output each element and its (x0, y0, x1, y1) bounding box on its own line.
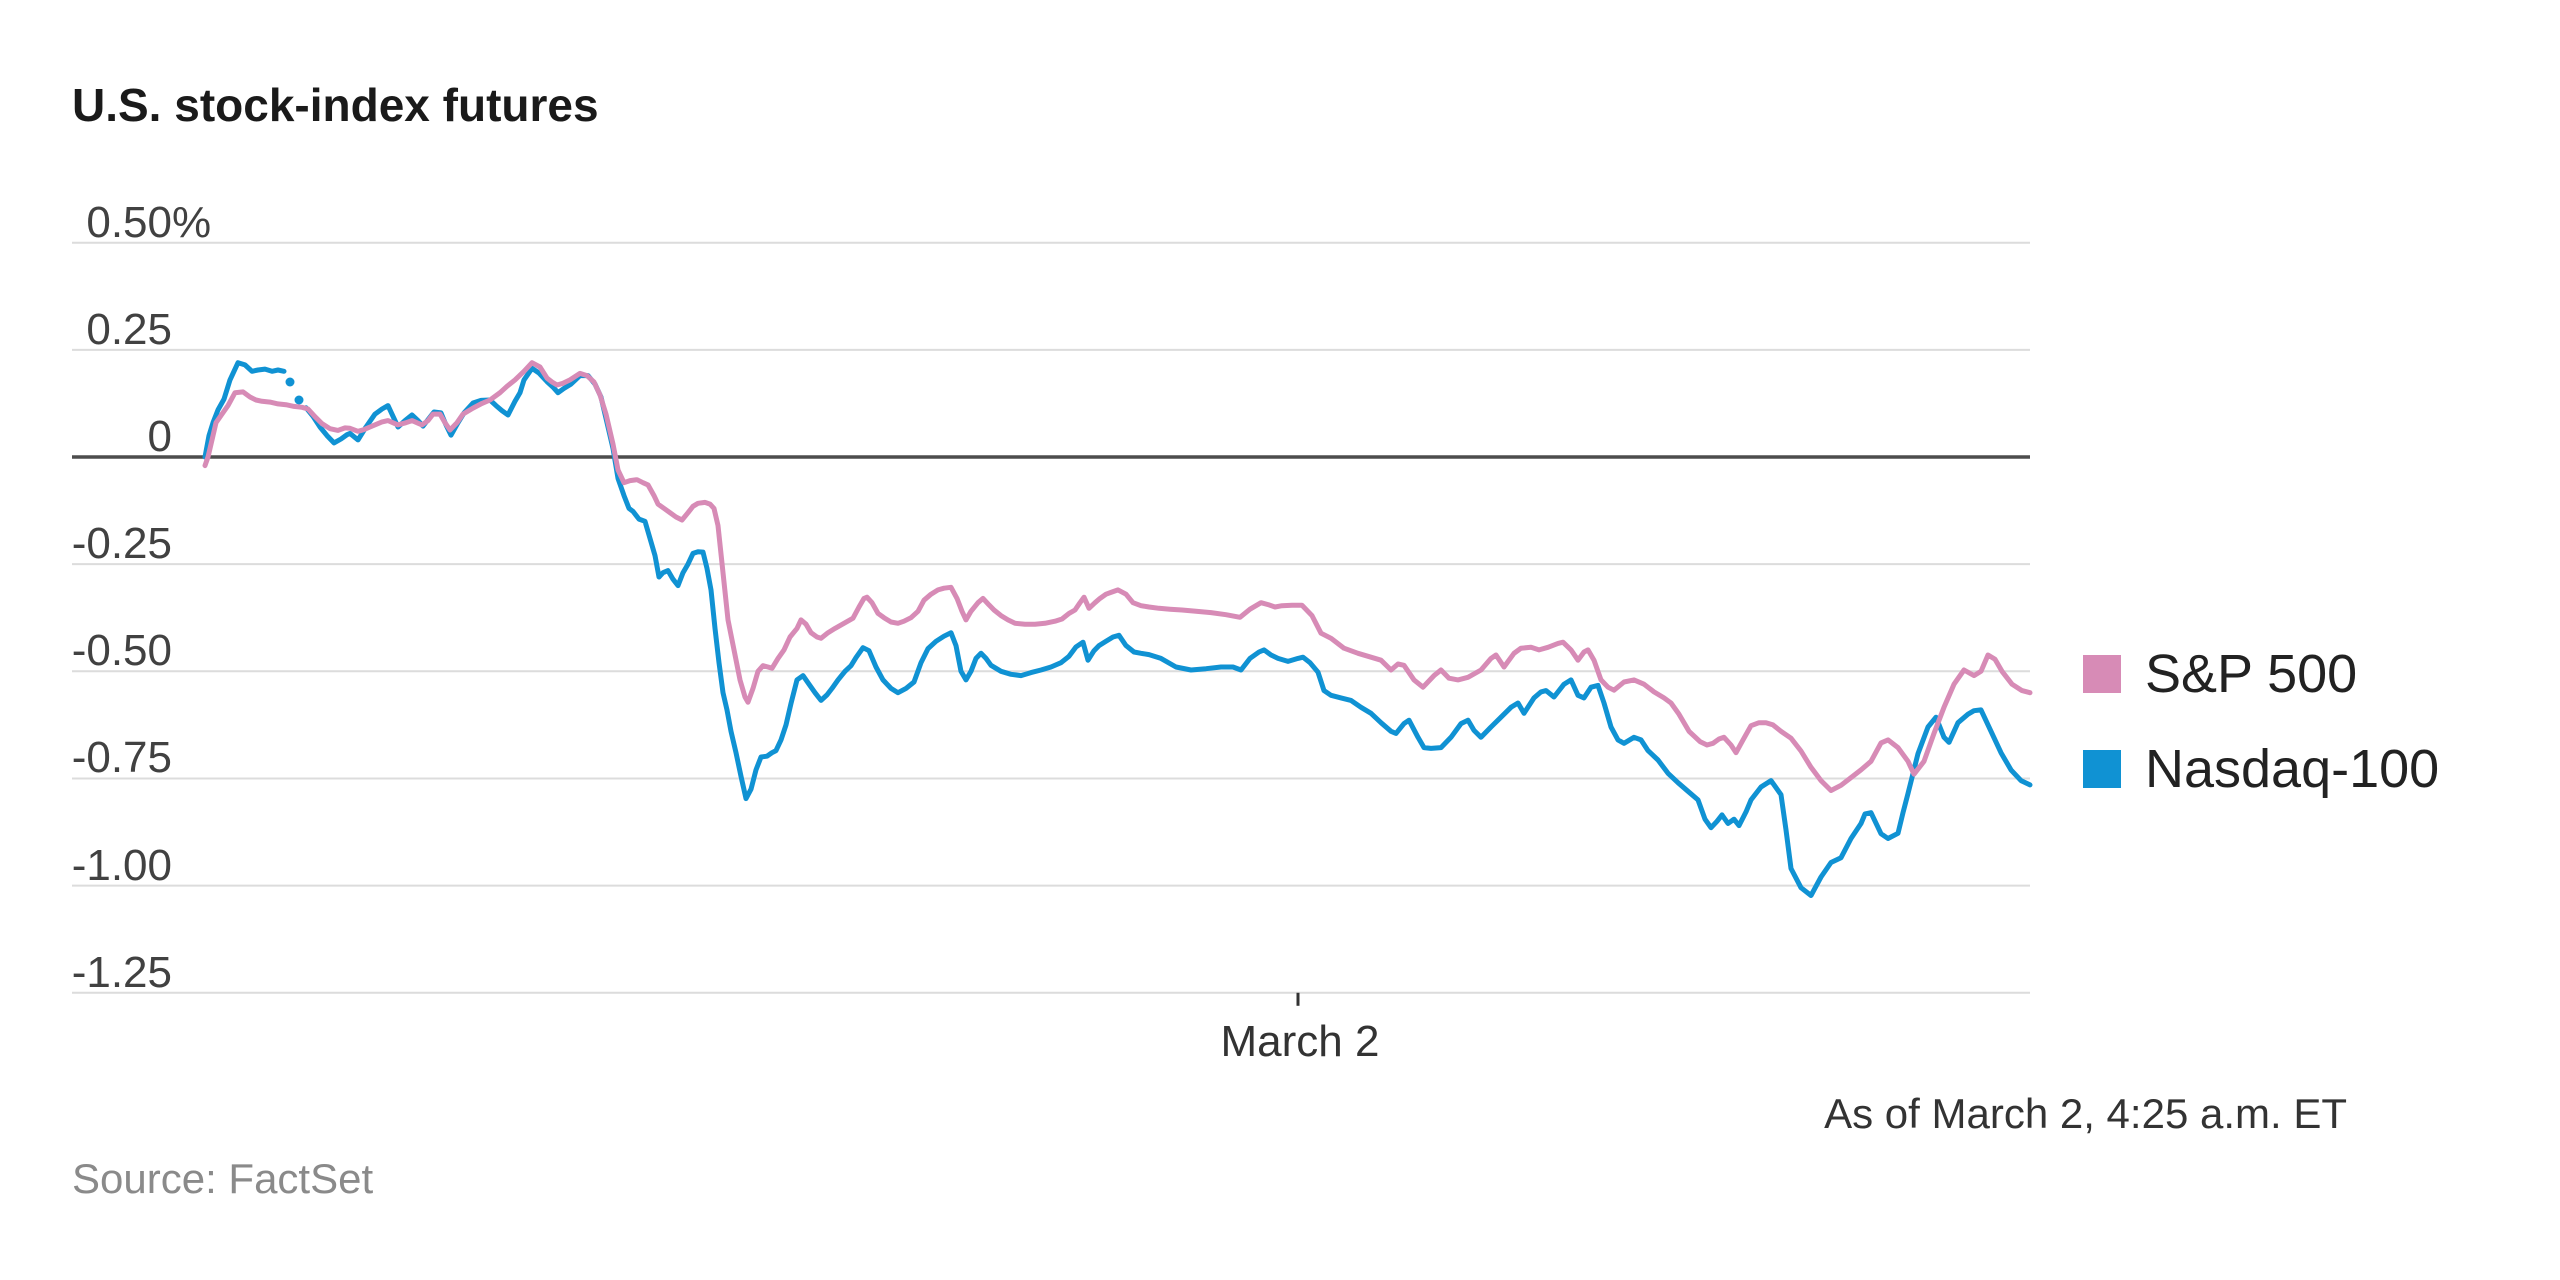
series-line-nasdaq-100 (303, 365, 2033, 898)
as-of-note: As of March 2, 4:25 a.m. ET (1824, 1090, 2347, 1137)
y-tick-value: -1.25 (71, 947, 172, 997)
y-tick-value: 0.50 (86, 197, 172, 247)
page-title: U.S. stock-index futures (72, 79, 599, 131)
series-dot-nasdaq-100 (294, 395, 304, 405)
y-axis-tick-7: -1.25 (0, 947, 172, 997)
y-tick-value: -1.00 (71, 840, 172, 890)
series-line-s-p-500 (202, 360, 2033, 793)
legend-label: Nasdaq-100 (2145, 739, 2440, 799)
y-axis-tick-4: -0.50 (0, 627, 172, 675)
y-axis-tick-3: -0.25 (0, 520, 172, 568)
nasdaq100-swatch-icon (2083, 750, 2121, 788)
percent-suffix: % (172, 197, 212, 247)
y-tick-value: 0.25 (86, 304, 172, 354)
y-tick-value: -0.50 (71, 626, 172, 676)
y-tick-value: -0.75 (71, 733, 172, 783)
y-axis-tick-1: 0.25 (0, 304, 172, 354)
legend-item-sp500: S&P 500 (2083, 644, 2358, 704)
y-axis-tick-5: -0.75 (0, 734, 172, 782)
y-axis-tick-2: 0 (0, 413, 172, 461)
y-axis-tick-0: 0.50% (0, 197, 211, 247)
series-line-nasdaq-100 (202, 360, 287, 460)
y-tick-value: 0 (147, 412, 172, 461)
legend-label: S&P 500 (2145, 644, 2358, 704)
y-axis-tick-6: -1.00 (0, 840, 172, 890)
legend-item-nasdaq100: Nasdaq-100 (2083, 739, 2440, 799)
source-note: Source: FactSet (72, 1155, 374, 1202)
x-axis-tick-label: March 2 (1220, 1017, 1380, 1066)
y-tick-value: -0.25 (71, 519, 172, 569)
sp500-swatch-icon (2083, 655, 2121, 693)
series-dot-nasdaq-100 (285, 377, 295, 387)
